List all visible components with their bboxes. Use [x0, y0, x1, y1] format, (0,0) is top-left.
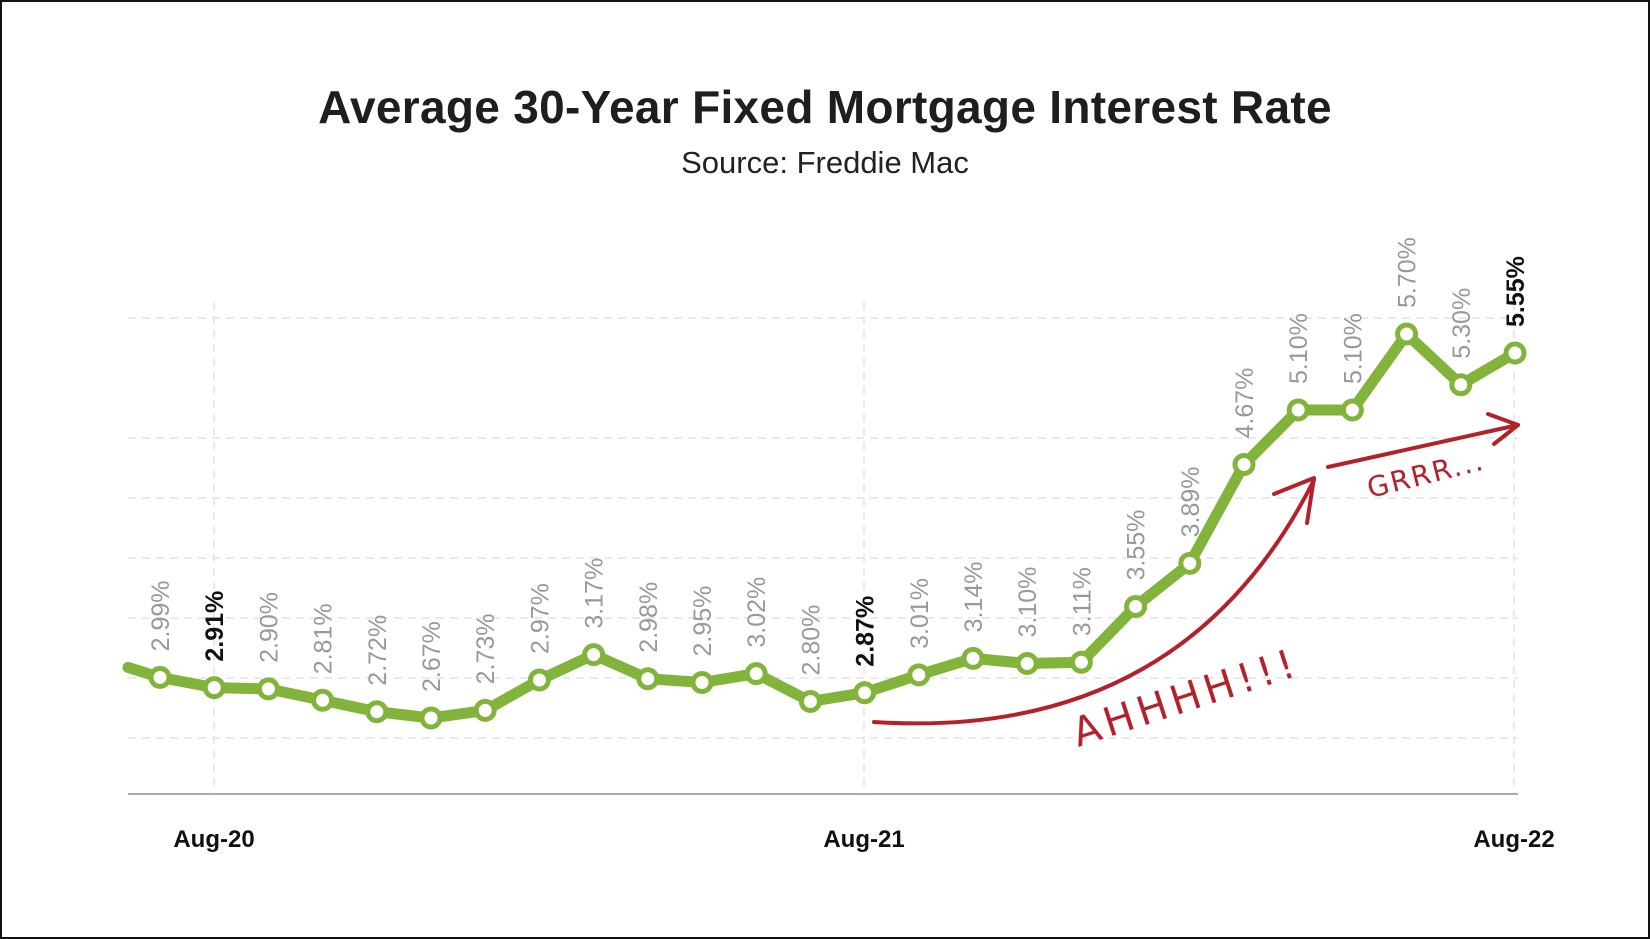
series-line-group: 2.99% 2.91% 2.90% 2.81% 2.72% 2.67% 2.73% 2.97%… [122, 237, 1530, 730]
data-point [1069, 650, 1093, 674]
annotation-grrr: GRRR... [1326, 412, 1520, 505]
data-label: 2.72% [364, 615, 392, 686]
data-label: 3.02% [743, 577, 771, 648]
data-point [1340, 398, 1364, 422]
data-label: 3.01% [906, 578, 934, 649]
data-label: 3.89% [1177, 467, 1205, 538]
data-point [690, 671, 714, 694]
data-point [148, 665, 172, 689]
grid-lines [128, 302, 1518, 794]
annotation-arrow-curve [872, 478, 1316, 726]
annotation-arrow-head [1272, 476, 1316, 525]
data-point [961, 646, 985, 670]
data-label: 2.80% [797, 605, 825, 676]
data-label: 3.11% [1068, 567, 1096, 636]
data-point [256, 677, 280, 701]
data-point [1286, 398, 1310, 422]
data-point [636, 667, 660, 691]
data-label: 5.55% [1502, 256, 1530, 327]
x-tick-label: Aug-21 [823, 826, 904, 853]
data-label: 2.90% [255, 592, 283, 663]
data-point [582, 643, 606, 667]
chart-title: Average 30-Year Fixed Mortgage Interest … [318, 81, 1332, 133]
data-label: 2.73% [472, 614, 500, 685]
data-point [1503, 341, 1527, 365]
data-label: 2.67% [418, 621, 446, 692]
data-label: 2.98% [635, 582, 663, 653]
data-label: 5.10% [1285, 313, 1313, 384]
data-label: 2.95% [689, 586, 717, 657]
data-point [1232, 453, 1256, 476]
x-tick-label: Aug-22 [1473, 826, 1554, 853]
data-label: 2.91% [201, 591, 229, 662]
data-point [798, 690, 822, 713]
data-point [1124, 595, 1148, 618]
data-point [202, 676, 226, 700]
data-label: 2.99% [147, 581, 175, 652]
data-label: 2.87% [852, 596, 880, 667]
data-point [311, 688, 335, 712]
data-label: 3.14% [960, 562, 988, 633]
annotation-arrow-head [1486, 412, 1520, 446]
data-label: 3.17% [581, 558, 609, 629]
data-label: 5.30% [1448, 288, 1476, 359]
data-point [1178, 551, 1202, 575]
data-point [744, 662, 768, 686]
chart-subtitle: Source: Freddie Mac [681, 145, 969, 180]
data-point [853, 681, 877, 705]
data-label: 5.10% [1339, 313, 1367, 384]
annotation-arrow-straight [1326, 423, 1520, 469]
data-point [907, 663, 931, 687]
annotation-ahhhh-text: AHHHH!!! [1067, 640, 1305, 757]
data-point [473, 698, 497, 722]
data-point [1395, 322, 1419, 346]
data-label: 4.67% [1231, 368, 1259, 439]
data-label: 5.70% [1394, 237, 1422, 308]
data-label: 2.97% [526, 583, 554, 654]
data-point [527, 668, 551, 692]
data-point [365, 700, 389, 724]
data-point [1015, 652, 1039, 675]
data-point [1449, 373, 1473, 397]
data-label: 3.10% [1014, 567, 1042, 638]
data-label: 3.55% [1123, 510, 1151, 581]
data-label: 2.81% [310, 603, 338, 674]
data-point [419, 706, 443, 730]
x-tick-label: Aug-20 [173, 826, 254, 853]
